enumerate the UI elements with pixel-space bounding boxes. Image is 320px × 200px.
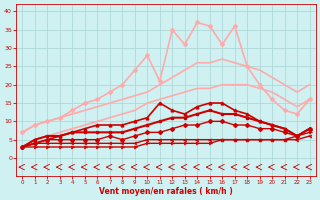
X-axis label: Vent moyen/en rafales ( km/h ): Vent moyen/en rafales ( km/h ) (99, 187, 233, 196)
